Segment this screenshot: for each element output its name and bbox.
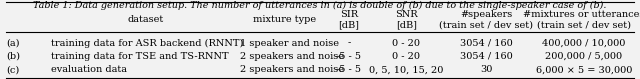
Text: 0, 5, 10, 15, 20: 0, 5, 10, 15, 20 bbox=[369, 65, 444, 74]
Text: (c): (c) bbox=[6, 65, 20, 74]
Text: (b): (b) bbox=[6, 52, 20, 61]
Text: 2 speakers and noise: 2 speakers and noise bbox=[240, 52, 344, 61]
Text: training data for ASR backend (RNNT): training data for ASR backend (RNNT) bbox=[51, 38, 244, 48]
Text: 3054 / 160: 3054 / 160 bbox=[460, 52, 513, 61]
Text: SIR
[dB]: SIR [dB] bbox=[339, 10, 359, 29]
Text: 1 speaker and noise: 1 speaker and noise bbox=[240, 39, 339, 48]
Text: #speakers
(train set / dev set): #speakers (train set / dev set) bbox=[440, 10, 533, 29]
Text: -5 - 5: -5 - 5 bbox=[336, 65, 362, 74]
Text: -5 - 5: -5 - 5 bbox=[336, 52, 362, 61]
Text: SNR
[dB]: SNR [dB] bbox=[395, 10, 418, 29]
Text: (a): (a) bbox=[6, 39, 20, 48]
Text: mixture type: mixture type bbox=[253, 15, 316, 24]
Text: 400,000 / 10,000: 400,000 / 10,000 bbox=[542, 39, 626, 48]
Text: 3054 / 160: 3054 / 160 bbox=[460, 39, 513, 48]
Text: dataset: dataset bbox=[127, 15, 164, 24]
Text: 30: 30 bbox=[480, 65, 493, 74]
Text: training data for TSE and TS-RNNT: training data for TSE and TS-RNNT bbox=[51, 52, 229, 61]
Text: 200,000 / 5,000: 200,000 / 5,000 bbox=[545, 52, 623, 61]
Text: 2 speakers and noise: 2 speakers and noise bbox=[240, 65, 344, 74]
Text: #mixtures or utterances
(train set / dev set): #mixtures or utterances (train set / dev… bbox=[524, 10, 640, 29]
Text: 6,000 × 5 = 30,000: 6,000 × 5 = 30,000 bbox=[536, 65, 632, 74]
Text: 0 - 20: 0 - 20 bbox=[392, 39, 420, 48]
Text: Table 1: Data generation setup. The number of utterances in (a) is double of (b): Table 1: Data generation setup. The numb… bbox=[33, 1, 607, 10]
Text: evaluation data: evaluation data bbox=[51, 65, 127, 74]
Text: 0 - 20: 0 - 20 bbox=[392, 52, 420, 61]
Text: -: - bbox=[347, 39, 351, 48]
